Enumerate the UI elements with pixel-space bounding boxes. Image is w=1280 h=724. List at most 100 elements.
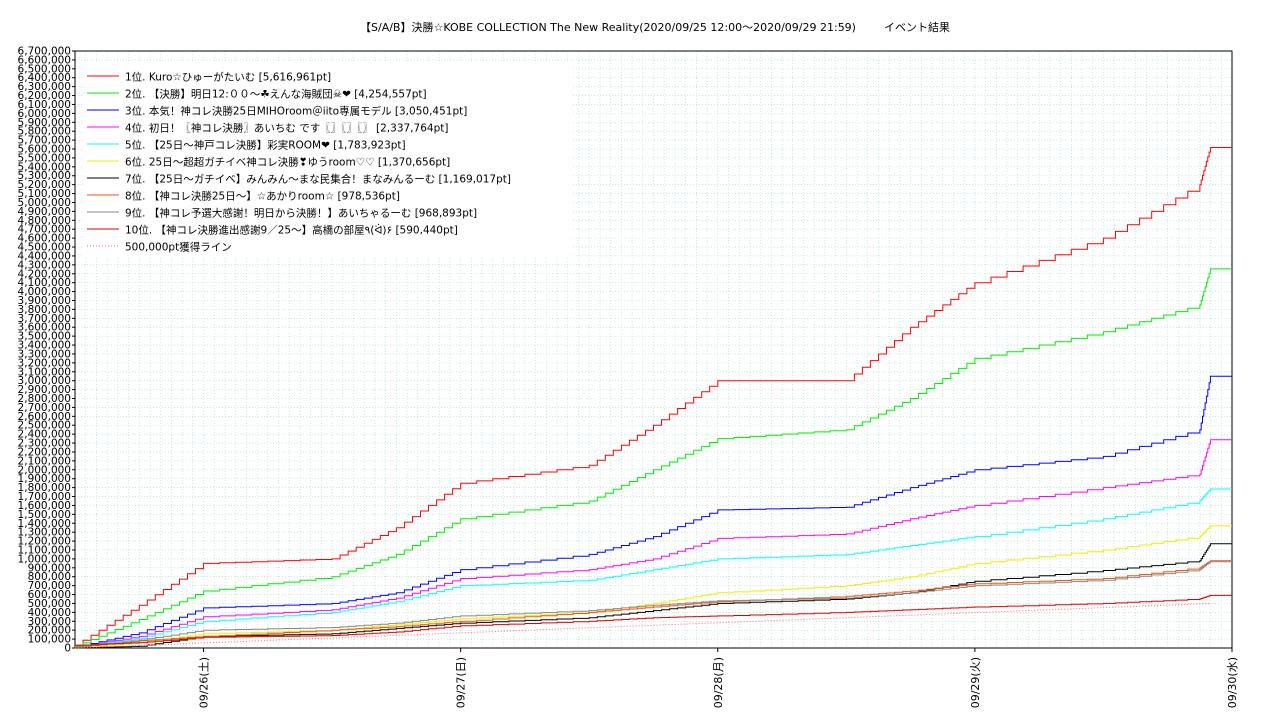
y-tick-label: 6,200,000 — [18, 90, 71, 102]
legend-entry: 500,000pt獲得ライン — [125, 241, 232, 254]
y-tick-label: 400,000 — [28, 607, 71, 619]
y-tick-label: 3,300,000 — [18, 348, 71, 360]
y-tick-label: 5,000,000 — [18, 197, 71, 209]
axis-layer: 0100,000200,000300,000400,000500,000600,… — [18, 46, 1239, 709]
y-tick-label: 4,300,000 — [18, 259, 71, 271]
y-tick-label: 2,800,000 — [18, 393, 71, 405]
series-line — [75, 543, 1232, 649]
legend-entry: 3位. 本気！神コレ決勝25日MIHOroom＠iito専属モデル [3,050… — [125, 105, 467, 118]
y-tick-label: 6,100,000 — [18, 99, 71, 111]
y-tick-label: 2,000,000 — [18, 464, 71, 476]
y-tick-label: 5,900,000 — [18, 117, 71, 129]
x-tick-label: 09/30(水) — [1226, 657, 1239, 708]
y-tick-label: 1,600,000 — [18, 500, 71, 512]
legend-entry: 5位. 【25日〜神戸コレ決勝】彩実ROOM❤ [1,783,923pt] — [125, 139, 406, 152]
y-tick-label: 200,000 — [28, 625, 71, 637]
legend-entry: 4位. 初日！〖神コレ決勝〗あいちむ です〖〗〖〗〖〗 [2,337,764pt… — [125, 122, 448, 135]
legend-entry: 6位. 25日〜超超ガチイベ神コレ決勝❣ゆうroom♡♡ [1,370,656p… — [125, 156, 450, 169]
y-tick-label: 1,100,000 — [18, 544, 71, 556]
y-tick-label: 3,800,000 — [18, 304, 71, 316]
y-tick-label: 1,400,000 — [18, 518, 71, 530]
legend-entry: 9位. 【神コレ予選大感謝！明日から決勝！】あいちゃるーむ [968,893pt… — [125, 207, 477, 220]
y-tick-label: 5,700,000 — [18, 135, 71, 147]
legend-entry: 8位. 【神コレ決勝25日〜】☆あかりroom☆ [978,536pt] — [125, 190, 400, 203]
y-tick-label: 1,500,000 — [18, 509, 71, 521]
y-tick-label: 3,200,000 — [18, 357, 71, 369]
y-tick-label: 4,600,000 — [18, 233, 71, 245]
series-line — [75, 525, 1232, 649]
y-tick-label: 5,100,000 — [18, 188, 71, 200]
y-tick-label: 800,000 — [28, 571, 71, 583]
y-tick-label: 1,800,000 — [18, 482, 71, 494]
legend-box — [83, 62, 573, 258]
y-tick-label: 3,100,000 — [18, 366, 71, 378]
y-tick-label: 4,700,000 — [18, 224, 71, 236]
series-line — [75, 147, 1232, 646]
legend-entry: 10位. 【神コレ決勝進出感謝9／25〜】高橋の部屋٩(ᐛ)۶ [590,440… — [125, 224, 458, 237]
y-tick-label: 6,500,000 — [18, 63, 71, 75]
y-tick-label: 5,500,000 — [18, 152, 71, 164]
y-tick-label: 1,300,000 — [18, 527, 71, 539]
series-line — [75, 560, 1232, 648]
y-tick-label: 2,600,000 — [18, 411, 71, 423]
y-tick-label: 2,200,000 — [18, 446, 71, 458]
y-tick-label: 2,700,000 — [18, 402, 71, 414]
x-tick-label: 09/29(火) — [969, 657, 982, 708]
y-tick-label: 300,000 — [28, 616, 71, 628]
y-tick-label: 6,300,000 — [18, 81, 71, 93]
y-tick-label: 3,000,000 — [18, 375, 71, 387]
y-tick-label: 1,900,000 — [18, 473, 71, 485]
y-tick-label: 4,000,000 — [18, 286, 71, 298]
series-line — [74, 602, 1211, 649]
series-line — [75, 268, 1232, 647]
y-tick-label: 2,400,000 — [18, 429, 71, 441]
y-tick-label: 5,400,000 — [18, 161, 71, 173]
y-tick-label: 5,300,000 — [18, 170, 71, 182]
y-tick-label: 3,900,000 — [18, 295, 71, 307]
y-tick-label: 3,600,000 — [18, 322, 71, 334]
y-tick-label: 6,000,000 — [18, 108, 71, 120]
plot-frame — [74, 50, 1233, 649]
y-tick-label: 2,300,000 — [18, 438, 71, 450]
chart-title: 【S/A/B】決勝☆KOBE COLLECTION The New Realit… — [360, 20, 856, 34]
x-tick-label: 09/26(土) — [198, 657, 211, 708]
legend: 1位. Kuro☆ひゅーがたいむ [5,616,961pt] 2位. 【決勝】明日… — [83, 62, 573, 258]
y-tick-label: 100,000 — [28, 634, 71, 646]
y-tick-label: 4,900,000 — [18, 206, 71, 218]
y-tick-label: 500,000 — [28, 598, 71, 610]
y-tick-label: 1,200,000 — [18, 536, 71, 548]
legend-entry: 7位. 【25日〜ガチイベ】みんみん〜まな民集合！まなみんるーむ [1,169,… — [125, 173, 511, 186]
y-tick-label: 3,700,000 — [18, 313, 71, 325]
y-tick-label: 1,700,000 — [18, 491, 71, 503]
y-tick-label: 5,200,000 — [18, 179, 71, 191]
chart-subtitle: イベント結果 — [884, 20, 950, 34]
y-tick-label: 3,400,000 — [18, 340, 71, 352]
y-tick-label: 6,600,000 — [18, 54, 71, 66]
legend-entry: 1位. Kuro☆ひゅーがたいむ [5,616,961pt] — [125, 71, 331, 84]
legend-entry: 2位. 【決勝】明日12:００〜☘えんな海賊団☠❤ [4,254,557pt] — [125, 88, 427, 101]
y-tick-label: 4,500,000 — [18, 242, 71, 254]
y-tick-label: 2,900,000 — [18, 384, 71, 396]
series-line — [75, 561, 1232, 648]
x-tick-label: 09/28(月) — [712, 657, 725, 708]
y-tick-label: 6,700,000 — [18, 46, 71, 58]
y-tick-label: 700,000 — [28, 580, 71, 592]
x-tick-label: 09/27(日) — [455, 657, 468, 708]
y-tick-label: 5,800,000 — [18, 126, 71, 138]
y-tick-label: 1,000,000 — [18, 553, 71, 565]
y-tick-label: 4,100,000 — [18, 277, 71, 289]
y-tick-label: 2,500,000 — [18, 420, 71, 432]
y-tick-label: 3,500,000 — [18, 331, 71, 343]
series-line — [75, 594, 1232, 646]
series-layer — [74, 147, 1232, 649]
y-tick-label: 4,800,000 — [18, 215, 71, 227]
series-line — [75, 488, 1232, 648]
y-tick-label: 900,000 — [28, 562, 71, 574]
y-tick-label: 600,000 — [28, 589, 71, 601]
series-line — [75, 439, 1232, 648]
y-tick-label: 0 — [64, 643, 71, 655]
y-tick-label: 5,600,000 — [18, 144, 71, 156]
series-line — [75, 375, 1232, 648]
